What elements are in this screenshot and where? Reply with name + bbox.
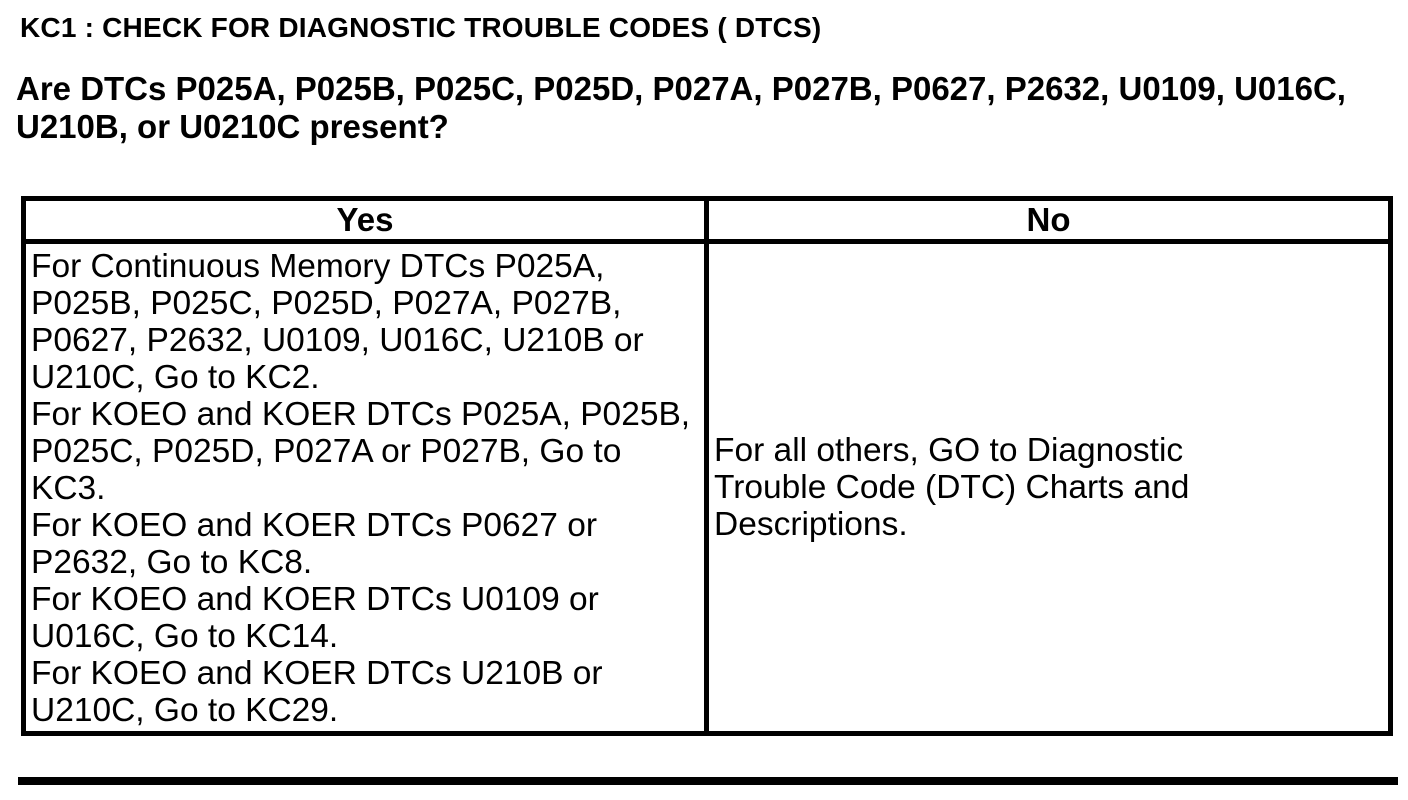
instruction-koeo-koer-p025-p027: For KOEO and KOER DTCs P025A, P025B, P02… xyxy=(31,396,691,507)
table-header-row: Yes No xyxy=(21,196,1393,244)
decision-table: Yes No For Continuous Memory DTCs P025A,… xyxy=(21,196,1393,736)
no-column-header: No xyxy=(704,196,1393,244)
no-cell: For all others, GO to Diagnostic Trouble… xyxy=(704,239,1393,736)
yes-cell: For Continuous Memory DTCs P025A, P025B,… xyxy=(21,239,709,736)
page-divider-rule xyxy=(18,777,1398,785)
procedure-heading: KC1 : CHECK FOR DIAGNOSTIC TROUBLE CODES… xyxy=(20,12,822,43)
no-cell-text: For all others, GO to Diagnostic Trouble… xyxy=(714,432,1190,543)
instruction-koeo-koer-u0109-u016c: For KOEO and KOER DTCs U0109 or U016C, G… xyxy=(31,581,599,655)
procedure-question: Are DTCs P025A, P025B, P025C, P025D, P02… xyxy=(16,70,1346,145)
instruction-continuous-memory-dtcs: For Continuous Memory DTCs P025A, P025B,… xyxy=(31,248,644,396)
instruction-koeo-koer-p0627-p2632: For KOEO and KOER DTCs P0627 or P2632, G… xyxy=(31,507,597,581)
yes-column-header: Yes xyxy=(21,196,709,244)
table-body-row: For Continuous Memory DTCs P025A, P025B,… xyxy=(21,239,1393,736)
instruction-koeo-koer-u210b-u210c: For KOEO and KOER DTCs U210B or U210C, G… xyxy=(31,655,603,729)
